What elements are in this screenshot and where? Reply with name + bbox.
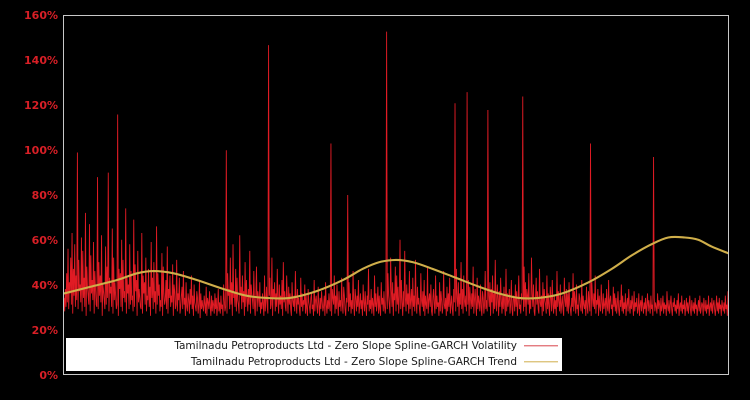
plot-inner: [64, 16, 728, 374]
trend-line-sample: [524, 357, 558, 367]
volatility-line-sample: [524, 341, 558, 351]
legend-label-volatility: Tamilnadu Petroproducts Ltd - Zero Slope…: [174, 340, 517, 352]
y-tick-label: 80%: [31, 188, 58, 202]
y-tick-label: 100%: [24, 143, 58, 157]
legend-entry-volatility: Tamilnadu Petroproducts Ltd - Zero Slope…: [66, 338, 562, 354]
legend-label-trend: Tamilnadu Petroproducts Ltd - Zero Slope…: [190, 356, 517, 368]
y-axis: 160% 140% 120% 100% 80% 60% 40% 20% 0%: [0, 0, 58, 400]
legend-entry-trend: Tamilnadu Petroproducts Ltd - Zero Slope…: [66, 354, 562, 370]
volatility-line: [64, 31, 728, 319]
legend: Tamilnadu Petroproducts Ltd - Zero Slope…: [66, 338, 562, 371]
y-tick-label: 60%: [31, 233, 58, 247]
trend-series-group: [64, 235, 728, 300]
y-tick-label: 120%: [24, 98, 58, 112]
plot-area: [63, 15, 729, 375]
volatility-series-group: [64, 31, 728, 319]
y-tick-label: 160%: [24, 8, 58, 22]
y-tick-label: 20%: [31, 323, 58, 337]
y-tick-label: 0%: [39, 368, 58, 382]
chart-canvas: [64, 31, 728, 319]
y-tick-label: 40%: [31, 278, 58, 292]
trend-line: [64, 235, 728, 300]
y-tick-label: 140%: [24, 53, 58, 67]
